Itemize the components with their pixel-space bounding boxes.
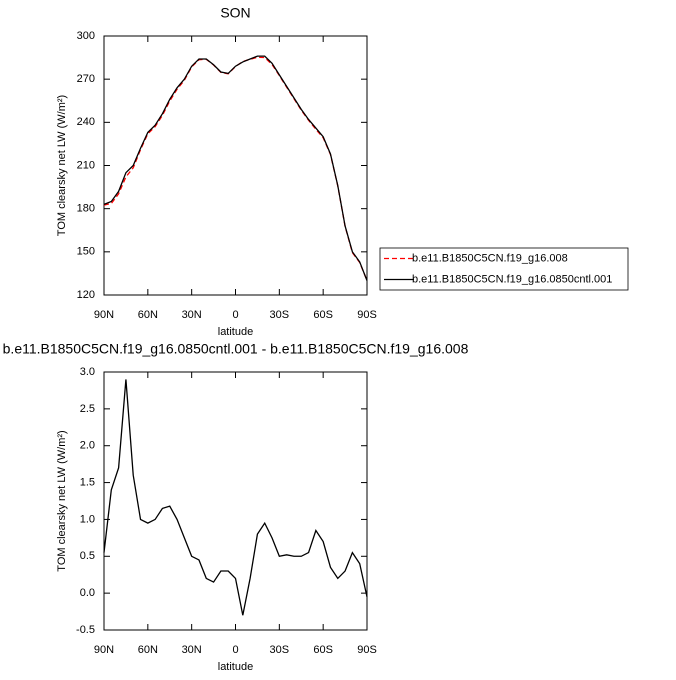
y-tick-label: 150 [77, 246, 95, 258]
y-tick-label: 0.5 [80, 550, 95, 562]
y-axis-label: TOM clearsky net LW (W/m²) [56, 430, 68, 571]
plot-frame [103, 371, 368, 631]
x-tick-label: 30N [182, 309, 202, 321]
legend-label: b.e11.B1850C5CN.f19_g16.0850cntl.001 [412, 273, 612, 285]
x-tick-label: 30N [182, 644, 202, 656]
y-tick-label: 2.5 [80, 403, 95, 415]
x-tick-label: 0 [232, 309, 238, 321]
y-tick-label: 0.0 [80, 587, 95, 599]
y-tick-label: 2.0 [80, 440, 95, 452]
plot-frame [103, 35, 368, 296]
y-tick-label: 1.5 [80, 476, 95, 488]
x-tick-label: 30S [270, 309, 290, 321]
y-tick-label: 120 [77, 289, 95, 301]
x-tick-label: 60N [138, 309, 158, 321]
x-tick-label: 90S [357, 309, 377, 321]
y-tick-label: 3.0 [80, 366, 95, 378]
y-axis-label: TOM clearsky net LW (W/m²) [56, 95, 68, 236]
x-tick-label: 90N [94, 309, 114, 321]
x-tick-label: 90S [357, 644, 377, 656]
y-tick-label: 210 [77, 159, 95, 171]
y-tick-label: 240 [77, 116, 95, 128]
y-tick-label: 270 [77, 73, 95, 85]
data-line [103, 55, 368, 281]
legend-box [379, 247, 629, 291]
y-tick-label: 300 [77, 30, 95, 42]
y-tick-label: -0.5 [76, 624, 95, 636]
x-tick-label: 30S [270, 644, 290, 656]
x-axis-label: latitude [218, 326, 253, 338]
x-tick-label: 60S [313, 644, 333, 656]
y-tick-label: 180 [77, 203, 95, 215]
x-tick-label: 60S [313, 309, 333, 321]
data-line [103, 56, 368, 281]
x-tick-label: 90N [94, 644, 114, 656]
chart-title: SON [220, 5, 250, 21]
legend-label: b.e11.B1850C5CN.f19_g16.008 [412, 252, 568, 264]
x-tick-label: 0 [232, 644, 238, 656]
x-tick-label: 60N [138, 644, 158, 656]
y-tick-label: 1.0 [80, 513, 95, 525]
chart-title: b.e11.B1850C5CN.f19_g16.0850cntl.001 - b… [3, 341, 469, 357]
data-line [103, 379, 368, 616]
x-axis-label: latitude [218, 661, 253, 673]
